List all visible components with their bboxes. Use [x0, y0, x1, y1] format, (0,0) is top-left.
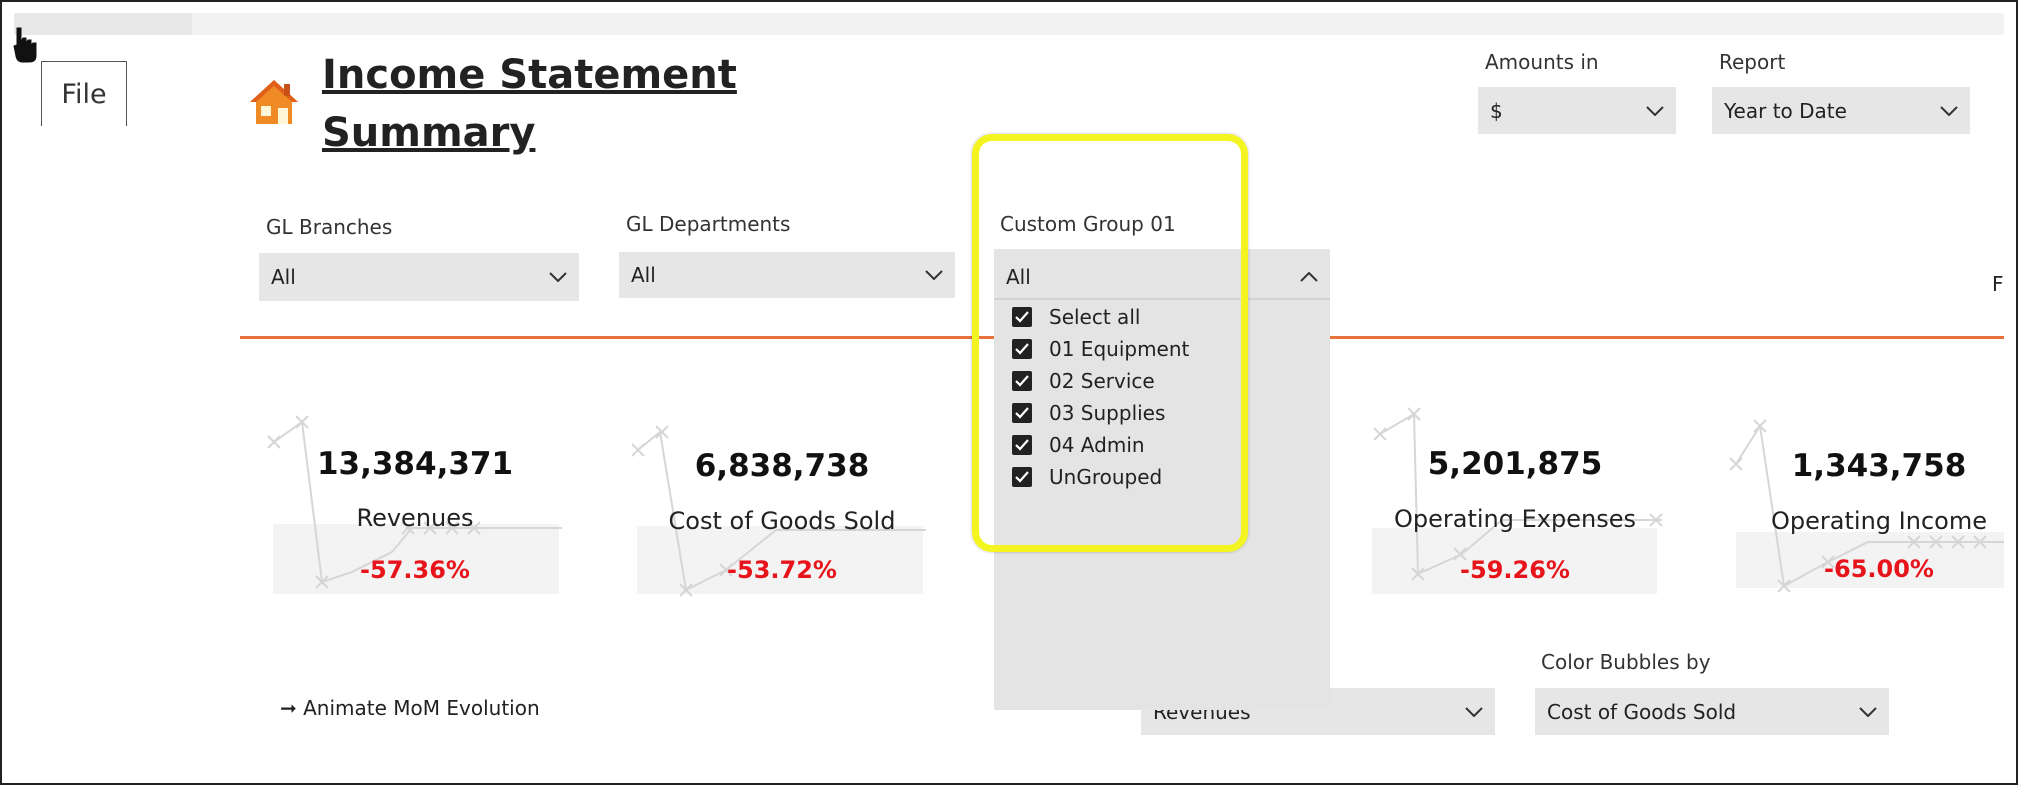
- option-label: UnGrouped: [1049, 465, 1163, 489]
- kpi-change: -53.72%: [727, 556, 837, 584]
- kpi-value: 13,384,371: [316, 446, 514, 482]
- cogs-sparkline: [631, 425, 926, 597]
- report-value: Year to Date: [1724, 98, 1847, 123]
- gl-departments-dropdown[interactable]: All: [619, 252, 955, 298]
- option-02-service[interactable]: 02 Service: [1012, 366, 1155, 396]
- option-label: 03 Supplies: [1049, 401, 1166, 425]
- option-label: 02 Service: [1049, 369, 1155, 393]
- chevron-down-icon: [925, 270, 943, 280]
- chevron-down-icon: [1940, 105, 1958, 116]
- dropdown-divider: [994, 298, 1330, 300]
- hand-cursor-icon: [13, 27, 37, 63]
- kpi-name: Revenues: [356, 504, 474, 532]
- gl-branches-dropdown[interactable]: All: [259, 253, 579, 301]
- kpi-change: -59.26%: [1460, 556, 1570, 584]
- animate-mom-button[interactable]: ➞ Animate MoM Evolution: [280, 696, 540, 720]
- page-title-line1: Income Statement: [322, 52, 737, 98]
- revenues-sparkline: [267, 415, 562, 589]
- option-label: Select all: [1049, 305, 1141, 329]
- kpi-card-bg: [1372, 528, 1657, 594]
- gl-departments-value: All: [631, 263, 656, 287]
- checkbox-checked-icon[interactable]: [1012, 435, 1032, 455]
- checkbox-checked-icon[interactable]: [1012, 467, 1032, 487]
- kpi-change: -57.36%: [360, 556, 470, 584]
- home-icon[interactable]: [248, 78, 300, 126]
- checkbox-checked-icon[interactable]: [1012, 371, 1032, 391]
- kpi-name: Operating Expenses: [1394, 505, 1636, 533]
- kpi-value: 6,838,738: [694, 448, 870, 484]
- kpi-value: 1,343,758: [1791, 448, 1967, 484]
- page-title-line2: Summary: [322, 110, 536, 156]
- gl-branches-label: GL Branches: [266, 215, 393, 239]
- custom-group-label: Custom Group 01: [1000, 212, 1176, 236]
- kpi-name: Operating Income: [1771, 507, 1987, 535]
- amounts-in-label: Amounts in: [1485, 50, 1599, 74]
- opinc-sparkline: [1729, 419, 2004, 593]
- report-dropdown[interactable]: Year to Date: [1712, 87, 1970, 134]
- color-bubbles-value: Cost of Goods Sold: [1547, 699, 1737, 724]
- option-ungrouped[interactable]: UnGrouped: [1012, 462, 1162, 492]
- option-label: 04 Admin: [1049, 433, 1145, 457]
- top-bar: [14, 13, 2004, 35]
- color-bubbles-label: Color Bubbles by: [1541, 650, 1711, 674]
- chevron-down-icon: [549, 272, 567, 282]
- amounts-in-value: $: [1490, 98, 1503, 123]
- file-tab[interactable]: File: [41, 61, 127, 126]
- opex-sparkline: [1373, 407, 1663, 581]
- chevron-down-icon: [1646, 105, 1664, 116]
- checkbox-checked-icon[interactable]: [1012, 403, 1032, 423]
- gl-branches-value: All: [271, 265, 296, 289]
- option-04-admin[interactable]: 04 Admin: [1012, 430, 1145, 460]
- amounts-in-dropdown[interactable]: $: [1478, 87, 1676, 134]
- chevron-down-icon: [1465, 706, 1483, 717]
- option-select-all[interactable]: Select all: [1012, 302, 1140, 332]
- checkbox-checked-icon[interactable]: [1012, 307, 1032, 327]
- chevron-up-icon: [1300, 272, 1318, 282]
- report-label: Report: [1719, 50, 1786, 74]
- truncated-label: F: [1992, 272, 2004, 296]
- option-03-supplies[interactable]: 03 Supplies: [1012, 398, 1165, 428]
- option-label: 01 Equipment: [1049, 337, 1190, 361]
- option-01-equipment[interactable]: 01 Equipment: [1012, 334, 1189, 364]
- highlight-callout: [972, 134, 1248, 552]
- checkbox-checked-icon[interactable]: [1012, 339, 1032, 359]
- color-bubbles-dropdown[interactable]: Cost of Goods Sold: [1535, 688, 1889, 735]
- kpi-change: -65.00%: [1824, 555, 1934, 583]
- kpi-name: Cost of Goods Sold: [668, 507, 896, 535]
- kpi-value: 5,201,875: [1427, 446, 1603, 482]
- gl-departments-label: GL Departments: [626, 212, 791, 236]
- page-title: Income Statement Summary: [322, 46, 737, 162]
- custom-group-dropdown-panel: [994, 249, 1330, 710]
- top-bar-left-segment: [14, 13, 192, 35]
- custom-group-value: All: [1006, 265, 1031, 289]
- custom-group-dropdown[interactable]: All: [994, 255, 1330, 299]
- chevron-down-icon: [1859, 706, 1877, 717]
